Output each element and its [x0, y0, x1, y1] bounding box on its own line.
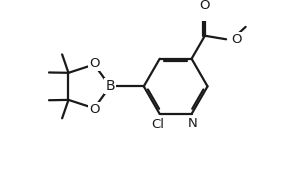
Text: O: O — [231, 33, 242, 46]
Text: O: O — [89, 57, 99, 70]
Text: Cl: Cl — [151, 118, 164, 130]
Text: N: N — [188, 117, 197, 130]
Text: O: O — [89, 103, 99, 116]
Text: B: B — [105, 79, 115, 93]
Text: O: O — [200, 0, 210, 12]
